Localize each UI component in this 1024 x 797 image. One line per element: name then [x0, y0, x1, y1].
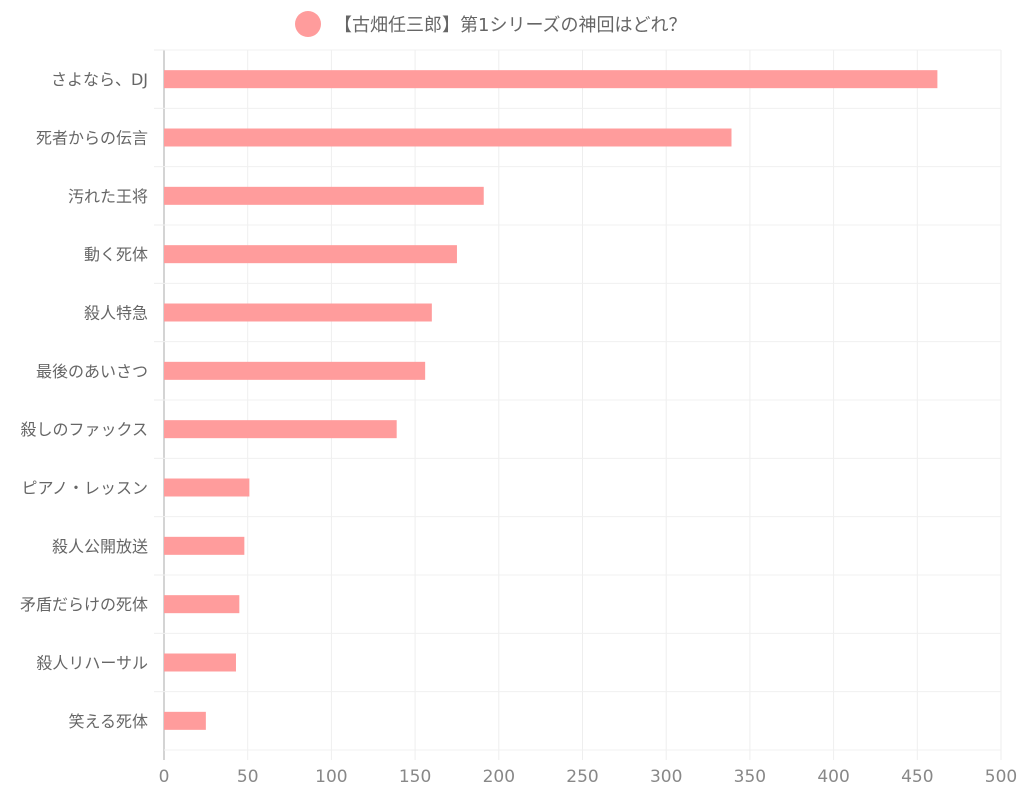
legend-swatch: [295, 11, 321, 37]
bar[interactable]: [164, 653, 236, 672]
bar[interactable]: [164, 70, 938, 89]
x-tick-label: 400: [817, 767, 849, 787]
bar[interactable]: [164, 595, 240, 614]
category-label: 殺人リハーサル: [36, 654, 148, 673]
bar[interactable]: [164, 361, 426, 380]
category-label: 殺人特急: [84, 304, 148, 323]
bar[interactable]: [164, 420, 397, 439]
x-tick-label: 300: [650, 767, 682, 787]
category-label: ピアノ・レッスン: [21, 479, 148, 498]
category-label: さよなら、DJ: [51, 70, 148, 89]
x-axis-ticks: 0 50 100 150 200 250 300 350 400 450 500: [159, 767, 1018, 787]
category-label: 汚れた王将: [68, 187, 148, 206]
bar[interactable]: [164, 128, 732, 147]
category-labels: さよなら、DJ 死者からの伝言汚れた王将動く死体殺人特急最後のあいさつ殺しのファッ…: [20, 70, 148, 731]
x-tick-label: 100: [315, 767, 347, 787]
x-tick-label: 200: [483, 767, 515, 787]
bar[interactable]: [164, 536, 245, 555]
category-label: 笑える死体: [68, 712, 148, 731]
bar[interactable]: [164, 303, 432, 322]
x-tick-label: 0: [159, 767, 170, 787]
category-label: 最後のあいさつ: [36, 362, 148, 381]
grid: [154, 49, 1002, 760]
x-tick-label: 450: [901, 767, 933, 787]
x-tick-label: 50: [237, 767, 259, 787]
bar[interactable]: [164, 478, 250, 497]
legend[interactable]: 【古畑任三郎】第1シリーズの神回はどれ？: [295, 11, 687, 37]
bars: [164, 70, 938, 730]
category-label: 殺しのファックス: [20, 420, 148, 439]
category-label: 動く死体: [84, 245, 148, 264]
category-label: 殺人公開放送: [52, 537, 148, 556]
category-label: 死者からの伝言: [36, 129, 148, 148]
x-tick-label: 350: [734, 767, 766, 787]
x-tick-label: 500: [985, 767, 1017, 787]
bar[interactable]: [164, 186, 484, 205]
bar[interactable]: [164, 245, 457, 264]
x-tick-label: 150: [399, 767, 431, 787]
bar[interactable]: [164, 711, 206, 730]
category-label: 矛盾だらけの死体: [20, 595, 148, 614]
legend-label: 【古畑任三郎】第1シリーズの神回はどれ？: [334, 15, 687, 36]
x-tick-label: 250: [566, 767, 598, 787]
